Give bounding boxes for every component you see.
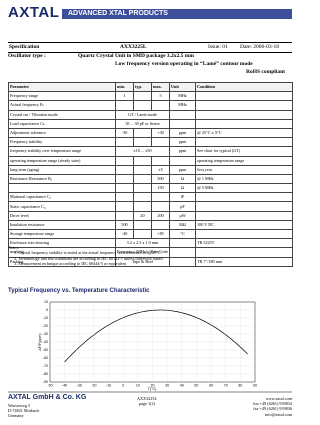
x-tick-label: 30 [165, 383, 169, 387]
y-tick-label: -10 [43, 316, 48, 320]
x-tick-label: -30 [77, 383, 82, 387]
spec-date: Date: 2006-03-18 [240, 44, 279, 50]
table-cell: 100 V DC [195, 219, 293, 231]
footer-page: page 1(2) [139, 401, 155, 407]
footer-model: AXX3225L [137, 396, 158, 401]
y-tick-label: 10 [44, 300, 48, 304]
y-tick-label: -60 [43, 356, 48, 360]
y-tick-label: -30 [43, 332, 48, 336]
table-cell: @ 5 MHz [195, 183, 293, 194]
table-cell [195, 137, 293, 148]
spec-model: AXX3225L [120, 44, 147, 50]
note-item: 2. Terminology and test conditions are a… [14, 255, 163, 261]
contact-line: www.axtal.com [265, 396, 292, 401]
table-cell: operating temperature range [195, 155, 293, 166]
notes: Notes: 1. Crystal frequency stability is… [8, 245, 163, 266]
table-cell: first year [195, 164, 293, 175]
table-row: 150 Ω @ 5 MHz [8, 183, 293, 194]
spec-row: Specification AXX3225L Issue: 01 Date: 2… [8, 42, 292, 53]
x-tick-label: 0 [122, 383, 124, 387]
spec-issue: Issue: 01 [208, 44, 228, 50]
table-row: Resistance Resonance R₁ 500 Ω @ 1 MHz [8, 173, 293, 185]
note-item: 3. Measurement technique according to IE… [14, 260, 126, 266]
contact-line: info@axtal.com [265, 411, 292, 417]
table-cell [195, 228, 293, 240]
table-cell: TR 3225T [195, 238, 293, 249]
y-tick-label: -20 [43, 324, 48, 328]
x-tick-label: -50 [47, 383, 52, 387]
x-tick-label: 90 [253, 383, 257, 387]
table-row: Storage temperature range -40 +85 °C [8, 228, 293, 240]
x-tick-label: 40 [180, 383, 184, 387]
table-cell [195, 192, 293, 203]
x-tick-label: 10 [136, 383, 140, 387]
y-tick-label: 0 [46, 308, 48, 312]
curve [64, 309, 248, 363]
table-row: Drive level 20 200 µW [8, 210, 293, 221]
footer-center: AXX3225L page 1(2) [137, 396, 157, 406]
y-tick-label: -40 [43, 340, 48, 344]
x-tick-label: 50 [194, 383, 198, 387]
footer-address: Wasserweg 5 D-74821 Mosbach Germany [8, 403, 39, 419]
x-tick-label: -20 [91, 383, 96, 387]
address-line: D-74821 Mosbach [8, 408, 40, 414]
table-row: Insulation resistance 500 MΩ 100 V DC [8, 219, 293, 231]
y-axis-label: ΔF/F(ppm) [38, 333, 42, 350]
footer-contact: www.axtal.com fon +49 (6261) 939834 fax +4… [253, 396, 292, 417]
table-cell [195, 201, 293, 212]
spec-label: Specification [9, 44, 40, 50]
table-cell [195, 210, 293, 221]
table-row: frequency stability over temperature ran… [8, 146, 293, 157]
x-tick-label: -40 [62, 383, 67, 387]
datasheet-page: AXTAL ADVANCED XTAL PRODUCTS Specificati… [8, 4, 293, 419]
table-row: Motional capacitance C₁ fF [8, 192, 293, 203]
table-row: Adjustment tolerance -30 +30 ppm @ 25°C ± 5°… [8, 127, 293, 139]
x-tick-label: 60 [209, 383, 213, 387]
header-bar [62, 9, 292, 19]
spec-table: Parameter min. typ. max. Unit Condition Frequ… [8, 81, 293, 267]
contact-line: fax +49 (6261) 939836 [253, 406, 292, 412]
oscillator-label: Oscillator type : [8, 53, 46, 59]
table-row: Static capacitance C₀ pF [8, 201, 293, 212]
x-tick-label: -10 [106, 383, 111, 387]
table-row: Packing Tape & Reel TR 7"/180 mm [8, 256, 293, 267]
x-tick-label: 80 [238, 383, 242, 387]
contact-line: fon +49 (6261) 939834 [253, 401, 292, 407]
table-row: Crystal cut / Vibration mode GT / Lamé mo… [8, 109, 293, 120]
chart-title: Typical Frequency vs. Temperature Charac… [8, 288, 150, 294]
table-row: Enclosure size drawing 3.2 x 2.5 x 1.0 mm… [8, 238, 293, 249]
table-row: long term (aging) ±5 ppm first year [8, 164, 293, 175]
x-axis-label: T(°C) [148, 387, 157, 391]
oscillator-line: RoHS compliant [246, 69, 285, 75]
address-line: Germany [8, 413, 24, 419]
table-row: operating temperature range (steady stat… [8, 155, 293, 166]
table-row: Frequency stability ppm [8, 137, 293, 148]
table-cell: @ 25°C ± 5°C [195, 127, 293, 139]
chart: T(°C) ΔF/F(ppm) -50 -40 -30 -20 -10 0 10 20 30 40… [8, 300, 292, 393]
y-tick-label: -50 [43, 348, 48, 352]
x-tick-label: 20 [151, 383, 155, 387]
table-cell: See chart for typical (GT) [195, 146, 293, 157]
oscillator-line: Low frequency version operating in “Lamé… [115, 61, 253, 67]
y-tick-label: -80 [43, 372, 48, 376]
logo: AXTAL [8, 4, 60, 21]
oscillator-line: Quartz Crystal Unit in SMD package 3.2x2… [78, 53, 194, 59]
address-line: Wasserweg 5 [8, 403, 31, 408]
y-tick-label: -90 [43, 380, 48, 384]
notes-label: Notes: [8, 245, 19, 250]
tagline: ADVANCED XTAL PRODUCTS [68, 10, 168, 17]
note-item: 1. Crystal frequency stability is tested… [14, 250, 161, 256]
table-cell: @ 1 MHz [195, 173, 293, 185]
y-tick-label: -70 [43, 364, 48, 368]
table-cell: TR 7"/180 mm [195, 256, 293, 267]
x-tick-label: 70 [224, 383, 228, 387]
footer-company: AXTAL GmbH & Co. KG [8, 394, 87, 401]
